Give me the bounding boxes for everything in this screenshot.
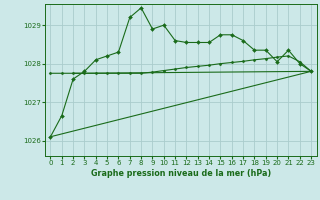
- X-axis label: Graphe pression niveau de la mer (hPa): Graphe pression niveau de la mer (hPa): [91, 169, 271, 178]
